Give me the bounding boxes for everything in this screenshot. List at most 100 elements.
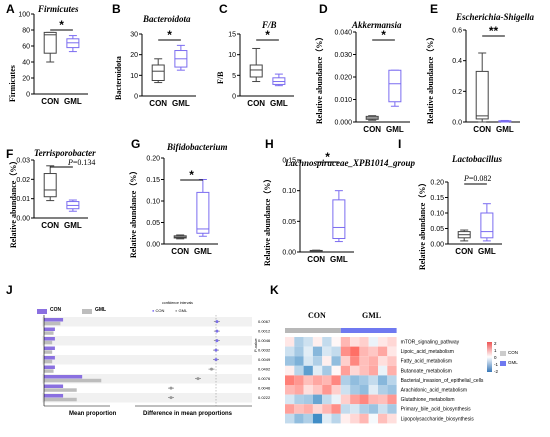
k-cell — [312, 394, 323, 405]
k-cell — [285, 365, 295, 376]
k-cell — [368, 394, 378, 405]
k-cell — [387, 365, 397, 376]
k-cell — [303, 413, 313, 424]
k-color-scale-label: 1 — [494, 348, 497, 353]
y-tick-label-e: 0.4 — [452, 58, 462, 65]
y-tick-label-i: 0.20 — [430, 180, 444, 187]
panel-letter-i: I — [398, 137, 402, 151]
k-cell — [294, 404, 304, 414]
k-cell — [312, 413, 323, 424]
j-bar-con — [44, 356, 55, 360]
y-tick-label-d: 0.000 — [334, 120, 352, 127]
y-tick-label-g: 0.00 — [146, 242, 160, 249]
j-bar-gml — [44, 378, 102, 383]
panel-title-i: Lactobacillus — [452, 154, 502, 164]
j-row-band — [42, 336, 252, 346]
k-cell — [294, 356, 304, 366]
y-tick-label-e: 0.0 — [452, 120, 462, 127]
k-cell — [303, 385, 313, 395]
y-tick-label-g: 0.05 — [146, 220, 160, 227]
k-cell — [378, 337, 388, 347]
x-tick-label-c-gml: GML — [270, 99, 288, 108]
panel-title-f: Terrisporobacter — [34, 148, 96, 158]
y-tick-label-d: 0.030 — [334, 52, 352, 59]
k-cell — [322, 375, 332, 385]
box-e-con — [475, 70, 489, 120]
y-tick-label-g: 0.20 — [146, 156, 160, 163]
k-cell — [285, 404, 295, 414]
panel-title-e: Escherichia-Shigella — [456, 12, 535, 22]
k-cell — [303, 375, 313, 385]
heatmap-group-con: CON — [308, 311, 326, 320]
y-tick-label-f: 0.01 — [16, 196, 30, 203]
k-cell — [378, 365, 388, 376]
k-cell — [312, 375, 323, 385]
k-cell — [285, 394, 295, 405]
k-cell — [387, 404, 397, 414]
heatmap-legend-gml-swatch — [500, 361, 506, 366]
legend-con-label: CON — [50, 307, 62, 313]
y-tick-label-h: 0.15 — [282, 158, 296, 165]
panel-letter-j: J — [6, 283, 13, 297]
x-tick-label-f-gml: GML — [64, 221, 82, 230]
k-cell — [312, 337, 323, 347]
j-row-band — [42, 317, 252, 327]
panel-letter-k: K — [270, 283, 279, 297]
k-row-label: mTOR_signaling_pathway — [401, 340, 460, 346]
j-bar-gml — [44, 388, 77, 392]
panel-title-d: Akkermansia — [352, 20, 402, 30]
j-pvalue: 0.0492 — [258, 367, 271, 372]
p-value-i-number: =0.082 — [468, 174, 492, 183]
k-cell — [368, 413, 378, 424]
k-group-bar-gml — [340, 328, 397, 333]
sig-marker-b: * — [167, 28, 172, 42]
k-cell — [331, 365, 341, 376]
k-cell — [340, 346, 351, 357]
k-cell — [340, 385, 351, 395]
y-tick-label-c: 15 — [228, 32, 236, 39]
k-cell — [378, 375, 388, 385]
x-tick-label-g-gml: GML — [194, 247, 212, 256]
legend-swatch-gml — [82, 309, 92, 314]
y-tick-label-f: 0.03 — [16, 158, 30, 165]
box-b-con — [151, 64, 165, 81]
k-row-label: Fatty_acid_metabolism — [401, 359, 452, 365]
k-row-label: Arachidonic_acid_metabolism — [401, 388, 467, 394]
box-d-gml — [388, 69, 402, 103]
k-cell — [285, 413, 295, 424]
y-tick-label-a: 80 — [22, 28, 30, 35]
heatmap-group-gml: GML — [362, 311, 382, 320]
y-tick-label-a: 60 — [22, 44, 30, 51]
k-row-label: Butanoate_metabolism — [401, 368, 452, 374]
sig-marker-g: * — [189, 168, 194, 182]
panel-title-c: F/B — [262, 20, 277, 30]
k-cell — [340, 404, 351, 414]
ci-legend-gml-dot: ● — [175, 308, 179, 313]
k-cell — [322, 365, 332, 376]
y-tick-label-h: 0.00 — [282, 250, 296, 257]
y-tick-label-b: 20 — [130, 52, 138, 59]
j-pvalue: 0.0049 — [258, 357, 271, 362]
x-tick-label-b-con: CON — [149, 99, 167, 108]
k-cell — [322, 385, 332, 395]
y-tick-label-c: 10 — [228, 52, 236, 59]
k-cell — [331, 346, 341, 357]
k-group-bar-con — [285, 328, 341, 333]
x-tick-label-b-gml: GML — [172, 99, 190, 108]
x-tick-label-h-gml: GML — [330, 255, 348, 264]
sig-marker-h: * — [325, 150, 330, 164]
heatmap-legend-con-swatch — [500, 351, 506, 356]
k-row-label: Primary_bile_acid_biosynthesis — [401, 407, 472, 413]
box-i-gml — [480, 212, 494, 239]
xlabel-mean-proportion: Mean proportion — [69, 411, 117, 417]
k-cell — [312, 365, 323, 376]
k-cell — [303, 404, 313, 414]
j-row-band — [42, 355, 252, 365]
j-pvalue: 0.0076 — [258, 376, 271, 381]
y-tick-label-i: 0.15 — [430, 195, 444, 202]
k-cell — [312, 385, 323, 395]
p-value-f-number: =0.134 — [72, 158, 96, 167]
k-cell — [303, 337, 313, 347]
j-bar-con — [44, 394, 64, 398]
y-tick-label-b: 10 — [130, 73, 138, 80]
